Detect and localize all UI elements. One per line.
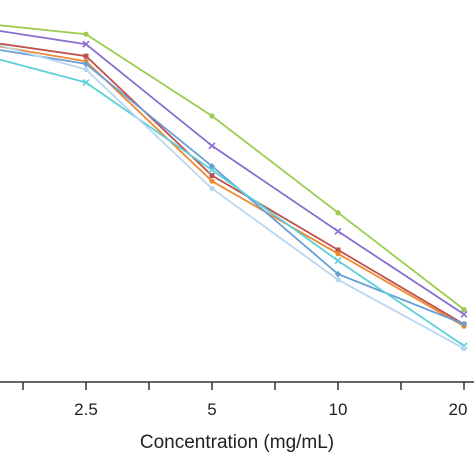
data-point: [83, 53, 89, 59]
data-point: [461, 306, 467, 313]
data-point: [208, 142, 216, 150]
series-2-line: [0, 30, 465, 316]
data-point: [82, 40, 90, 48]
data-point: [461, 345, 467, 352]
data-point: [335, 251, 341, 257]
series-3-line: [0, 42, 465, 326]
series-6: [0, 58, 468, 350]
data-point: [82, 78, 90, 87]
data-point: [209, 173, 215, 179]
data-point: [334, 227, 342, 235]
data-point: [209, 178, 215, 184]
data-point: [335, 247, 341, 253]
data-point: [208, 166, 216, 174]
data-point: [335, 277, 341, 283]
data-point: [460, 320, 468, 328]
data-point: [334, 270, 342, 278]
series-7-line: [0, 44, 465, 350]
data-point: [83, 66, 89, 73]
series-layer: [0, 24, 468, 352]
x-tick-label: 20: [449, 400, 468, 419]
data-point: [334, 257, 342, 265]
series-2: [0, 30, 468, 318]
x-tick-label: 10: [329, 400, 348, 419]
x-axis-title: Concentration (mg/mL): [140, 432, 334, 453]
series-4: [0, 45, 467, 329]
data-point: [335, 210, 341, 216]
series-6-line: [0, 58, 465, 347]
data-point: [209, 113, 215, 119]
x-tick-label: 2.5: [74, 400, 98, 419]
series-7: [0, 44, 467, 352]
x-tick-label: 5: [207, 400, 216, 419]
data-point: [82, 60, 90, 68]
data-point: [83, 31, 89, 37]
data-point: [460, 310, 468, 318]
x-axis-ticks: 2.5 5 10 20: [22, 382, 468, 419]
series-1: [0, 24, 467, 313]
data-point: [209, 185, 215, 192]
